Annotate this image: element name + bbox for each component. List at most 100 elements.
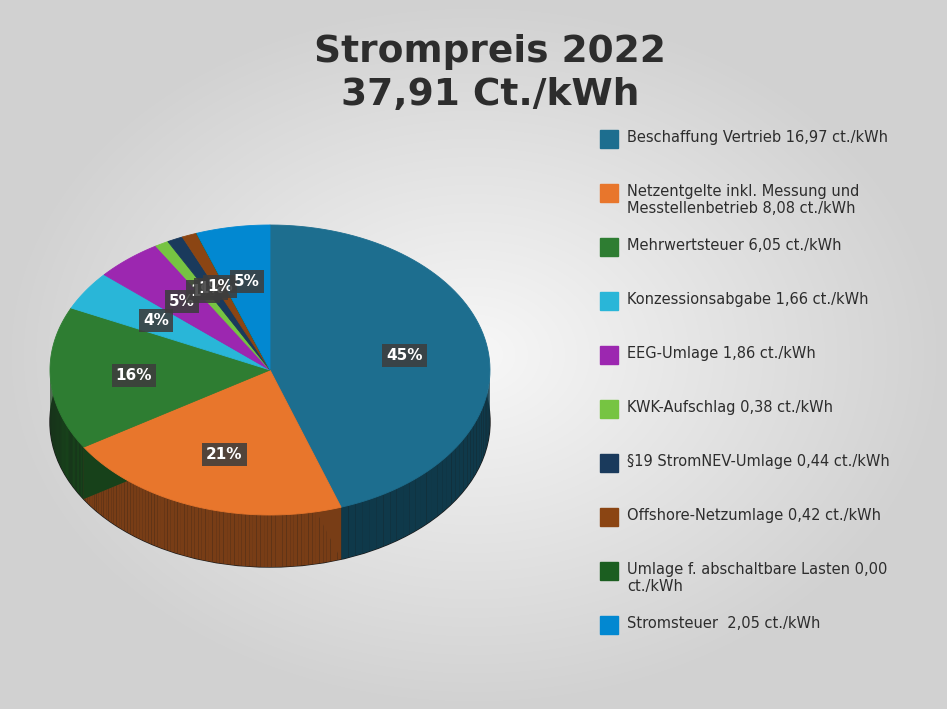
Polygon shape [245,514,249,566]
Polygon shape [191,506,195,558]
Text: 1%: 1% [198,281,224,296]
Polygon shape [209,509,212,562]
Polygon shape [474,420,476,476]
Polygon shape [197,233,270,370]
Text: Beschaffung Vertrieb 16,97 ct./kWh: Beschaffung Vertrieb 16,97 ct./kWh [627,130,888,145]
Text: 37,91 Ct./kWh: 37,91 Ct./kWh [341,77,639,113]
Polygon shape [185,503,188,557]
Text: EEG-Umlage 1,86 ct./kWh: EEG-Umlage 1,86 ct./kWh [627,346,815,361]
Polygon shape [128,481,131,534]
Polygon shape [174,501,177,554]
Polygon shape [337,507,341,560]
Polygon shape [183,233,270,370]
Polygon shape [76,437,77,491]
Polygon shape [63,420,65,474]
Polygon shape [290,514,294,566]
Polygon shape [264,515,268,567]
Polygon shape [327,510,331,562]
Polygon shape [101,463,103,517]
Polygon shape [111,470,114,524]
Polygon shape [384,491,390,546]
Polygon shape [168,237,270,370]
Polygon shape [467,430,471,486]
Text: Offshore-Netzumlage 0,42 ct./kWh: Offshore-Netzumlage 0,42 ct./kWh [627,508,881,523]
Text: Umlage f. abschaltbare Lasten 0,00: Umlage f. abschaltbare Lasten 0,00 [627,562,887,577]
Polygon shape [297,513,301,566]
Polygon shape [356,501,363,556]
Polygon shape [149,491,152,544]
Polygon shape [313,512,316,564]
Polygon shape [205,508,209,562]
Polygon shape [104,246,270,370]
Polygon shape [125,479,128,532]
Polygon shape [377,494,384,549]
Polygon shape [168,498,170,552]
Polygon shape [85,450,88,503]
Polygon shape [426,468,432,524]
Polygon shape [106,467,109,520]
Polygon shape [432,464,438,520]
Polygon shape [188,505,191,557]
Polygon shape [103,465,106,519]
Polygon shape [142,488,145,542]
Polygon shape [134,484,136,537]
Polygon shape [452,447,456,504]
Polygon shape [464,434,467,491]
Polygon shape [476,415,479,472]
Polygon shape [403,482,409,537]
Polygon shape [249,514,253,566]
Polygon shape [223,512,227,564]
Text: 4%: 4% [143,313,169,328]
Text: 1%: 1% [207,279,233,294]
Polygon shape [72,432,73,486]
Polygon shape [83,370,270,499]
Polygon shape [456,443,460,500]
Polygon shape [65,423,66,476]
Polygon shape [68,428,69,481]
Polygon shape [421,472,426,527]
Polygon shape [69,429,70,483]
Polygon shape [272,515,276,567]
Polygon shape [479,410,481,467]
Text: KWK-Aufschlag 0,38 ct./kWh: KWK-Aufschlag 0,38 ct./kWh [627,400,833,415]
Polygon shape [181,503,185,556]
Polygon shape [241,514,245,566]
Polygon shape [438,460,442,516]
Text: 16%: 16% [116,368,152,383]
Polygon shape [260,515,264,567]
Polygon shape [74,436,76,489]
Bar [600,346,618,364]
Polygon shape [294,514,297,566]
Polygon shape [50,308,270,447]
Text: Strompreis 2022: Strompreis 2022 [314,34,666,70]
Polygon shape [279,515,283,567]
Text: ct./kWh: ct./kWh [627,579,683,594]
Polygon shape [98,461,101,515]
Polygon shape [212,510,216,562]
Polygon shape [77,439,78,493]
Polygon shape [323,510,327,563]
Text: 21%: 21% [206,447,242,462]
Polygon shape [447,452,452,508]
Bar [600,508,618,526]
Polygon shape [257,515,260,567]
Text: Messtellenbetrieb 8,08 ct./kWh: Messtellenbetrieb 8,08 ct./kWh [627,201,855,216]
Bar [600,238,618,256]
Polygon shape [409,479,415,535]
Polygon shape [158,495,161,548]
Bar [600,400,618,418]
Polygon shape [238,513,241,566]
Text: Netzentgelte inkl. Messung und: Netzentgelte inkl. Messung und [627,184,859,199]
Polygon shape [83,447,85,501]
Polygon shape [348,503,356,557]
Text: 5%: 5% [234,274,259,289]
Polygon shape [227,512,231,564]
Polygon shape [331,509,334,562]
Text: Mehrwertsteuer 6,05 ct./kWh: Mehrwertsteuer 6,05 ct./kWh [627,238,842,253]
Polygon shape [119,476,122,529]
Polygon shape [195,506,198,559]
Polygon shape [253,515,257,566]
Polygon shape [164,497,168,550]
Polygon shape [283,515,286,566]
Polygon shape [67,426,68,479]
